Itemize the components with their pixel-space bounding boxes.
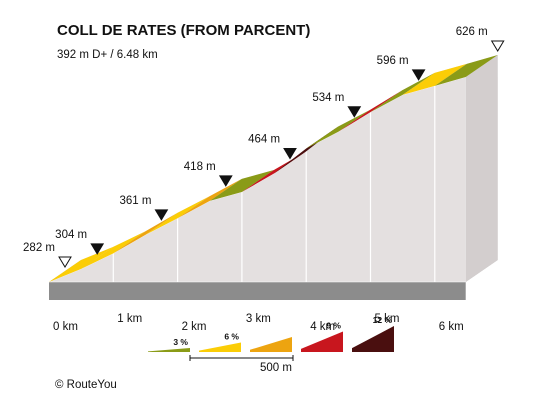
profile-segment (49, 246, 114, 282)
base-slab (49, 282, 466, 300)
elevation-label: 596 m (377, 55, 409, 67)
elevation-marker (58, 256, 72, 268)
km-tick-label: 2 km (182, 321, 207, 333)
profile-segment (209, 170, 274, 201)
km-tick-label: 6 km (439, 321, 464, 333)
profile-segment (81, 231, 146, 269)
legend-label: 6 % (224, 332, 239, 342)
profile-segment (434, 55, 498, 86)
elevation-marker (218, 175, 233, 187)
legend-swatch (148, 348, 190, 352)
elevation-marker (411, 69, 426, 81)
elevation-marker (490, 40, 505, 52)
elevation-marker (90, 243, 105, 255)
km-tick-label: 1 km (117, 313, 142, 325)
profile-segment (113, 212, 178, 254)
elevation-label: 418 m (184, 161, 216, 173)
elevation-label: 304 m (55, 229, 87, 241)
legend-label: 12 % (373, 315, 393, 325)
elevation-label: 361 m (119, 195, 151, 207)
chart-title: COLL DE RATES (FROM PARCENT) (57, 22, 310, 39)
gradient-legend: 3 % 6 % 9 % 12 % 500 m (148, 315, 394, 374)
end-face (465, 55, 498, 282)
profile-segment (306, 109, 371, 149)
km-tick-label: 3 km (246, 313, 271, 325)
profile-segment (145, 196, 210, 235)
km-tick-label: 4 km (310, 321, 335, 333)
profile-segment (402, 63, 467, 95)
elevation-marker (283, 148, 297, 160)
elevation-marker (154, 209, 169, 221)
elevation-label: 464 m (248, 134, 280, 146)
legend-swatch (301, 331, 343, 352)
elevation-label: 534 m (312, 92, 344, 104)
legend-swatch (199, 342, 241, 352)
profile-segment (177, 178, 242, 219)
legend-swatch (352, 326, 394, 352)
elevation-label: 282 m (23, 242, 55, 254)
km-tick-label: 5 km (375, 313, 400, 325)
km-tick-label: 0 km (53, 321, 78, 333)
legend-swatch (250, 337, 292, 352)
elevation-label: 626 m (456, 26, 488, 38)
legend-label: 3 % (173, 337, 188, 347)
chart-subtitle: 392 m D+ / 6.48 km (57, 49, 158, 61)
profile-segment (338, 90, 403, 132)
legend-label: 9 % (326, 321, 341, 331)
elevation-marker (347, 106, 362, 118)
profile-segment (370, 72, 435, 113)
copyright-text: © RouteYou (55, 379, 117, 391)
scale-label: 500 m (260, 362, 292, 374)
